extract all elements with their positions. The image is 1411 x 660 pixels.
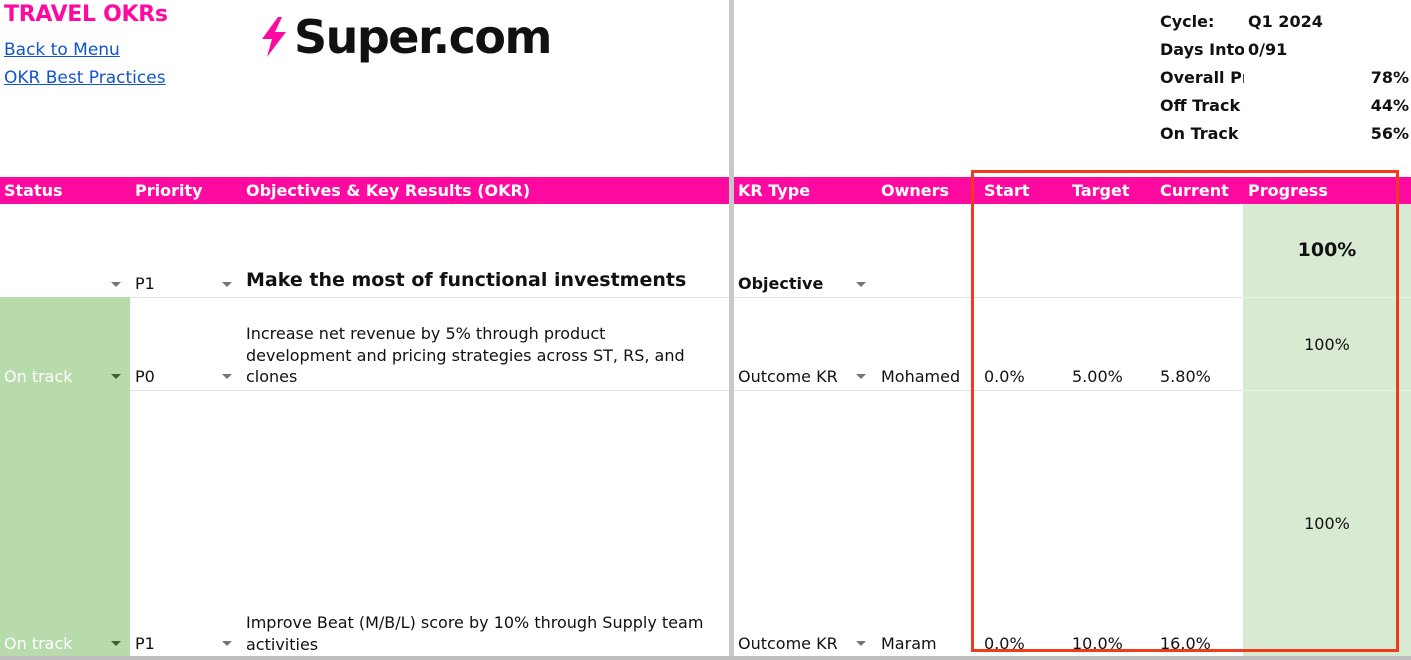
frozen-column-divider[interactable] [729,0,734,660]
on-track-value: 56% [1370,124,1409,143]
progress-cell: 100% [1304,514,1350,533]
row-separator [130,390,1243,391]
priority-dropdown-icon[interactable] [222,282,232,287]
overall-progress-label: Overall Progress [1160,68,1244,87]
back-to-menu-link[interactable]: Back to Menu [4,40,120,60]
key-result-text[interactable]: Improve Beat (M/B/L) score by 10% throug… [246,613,704,654]
col-priority-header[interactable]: Priority [135,181,203,200]
col-start-header[interactable]: Start [984,181,1030,200]
kr-type-dropdown-icon[interactable] [856,374,866,379]
col-current-header[interactable]: Current [1160,181,1229,200]
col-target-header[interactable]: Target [1072,181,1130,200]
owner-cell[interactable]: Maram [881,634,937,653]
highlight-box [971,170,1399,652]
super-logo: Super.com [258,10,552,64]
row-separator [1243,390,1411,391]
off-track-label: Off Track [1160,96,1241,115]
kr-type-dropdown-icon[interactable] [856,282,866,287]
col-kr-type-header[interactable]: KR Type [738,181,811,200]
overall-progress-value: 78% [1370,68,1409,87]
kr-type-cell[interactable]: Outcome KR [738,634,838,653]
col-status-header[interactable]: Status [4,181,63,200]
col-owners-header[interactable]: Owners [881,181,950,200]
on-track-label: On Track [1160,124,1239,143]
target-cell[interactable]: 10.0% [1072,634,1123,653]
objective-title[interactable]: Make the most of functional investments [246,269,687,291]
priority-cell[interactable]: P0 [135,367,155,386]
col-progress-header[interactable]: Progress [1248,181,1328,200]
progress-cell: 100% [1304,335,1350,354]
days-into-label: Days Into [1160,40,1244,59]
off-track-value: 44% [1370,96,1409,115]
start-cell[interactable]: 0.0% [984,634,1025,653]
start-cell[interactable]: 0.0% [984,367,1025,386]
status-dropdown-icon[interactable] [111,282,121,287]
current-cell[interactable]: 16.0% [1160,634,1211,653]
priority-cell[interactable]: P1 [135,274,155,293]
progress-column-fill [1243,204,1411,656]
status-cell[interactable]: On track [4,634,73,653]
lightning-bolt-icon [262,17,286,57]
logo-text: Super.com [294,10,552,64]
kr-type-cell[interactable]: Outcome KR [738,367,838,386]
current-cell[interactable]: 5.80% [1160,367,1211,386]
priority-cell[interactable]: P1 [135,634,155,653]
status-dropdown-icon[interactable] [111,641,121,646]
kr-type-cell[interactable]: Objective [738,274,824,293]
col-okr-header[interactable]: Objectives & Key Results (OKR) [246,181,531,200]
priority-dropdown-icon[interactable] [222,641,232,646]
priority-dropdown-icon[interactable] [222,374,232,379]
owner-cell[interactable]: Mohamed [881,367,961,386]
status-dropdown-icon[interactable] [111,374,121,379]
row-separator [1243,297,1411,298]
key-result-text[interactable]: Increase net revenue by 5% through produ… [246,324,685,386]
okr-best-practices-link[interactable]: OKR Best Practices [4,68,166,88]
status-cell[interactable]: On track [4,367,73,386]
page-title: TRAVEL OKRs [4,2,168,27]
cycle-value: Q1 2024 [1248,12,1323,31]
row-separator [130,297,1243,298]
cycle-label: Cycle: [1160,12,1215,31]
table-header [0,177,1411,204]
target-cell[interactable]: 5.00% [1072,367,1123,386]
kr-type-dropdown-icon[interactable] [856,641,866,646]
status-column-fill [0,297,130,656]
frozen-row-divider [0,656,1411,660]
days-into-value: 0/91 [1248,40,1288,59]
progress-cell: 100% [1297,239,1357,261]
